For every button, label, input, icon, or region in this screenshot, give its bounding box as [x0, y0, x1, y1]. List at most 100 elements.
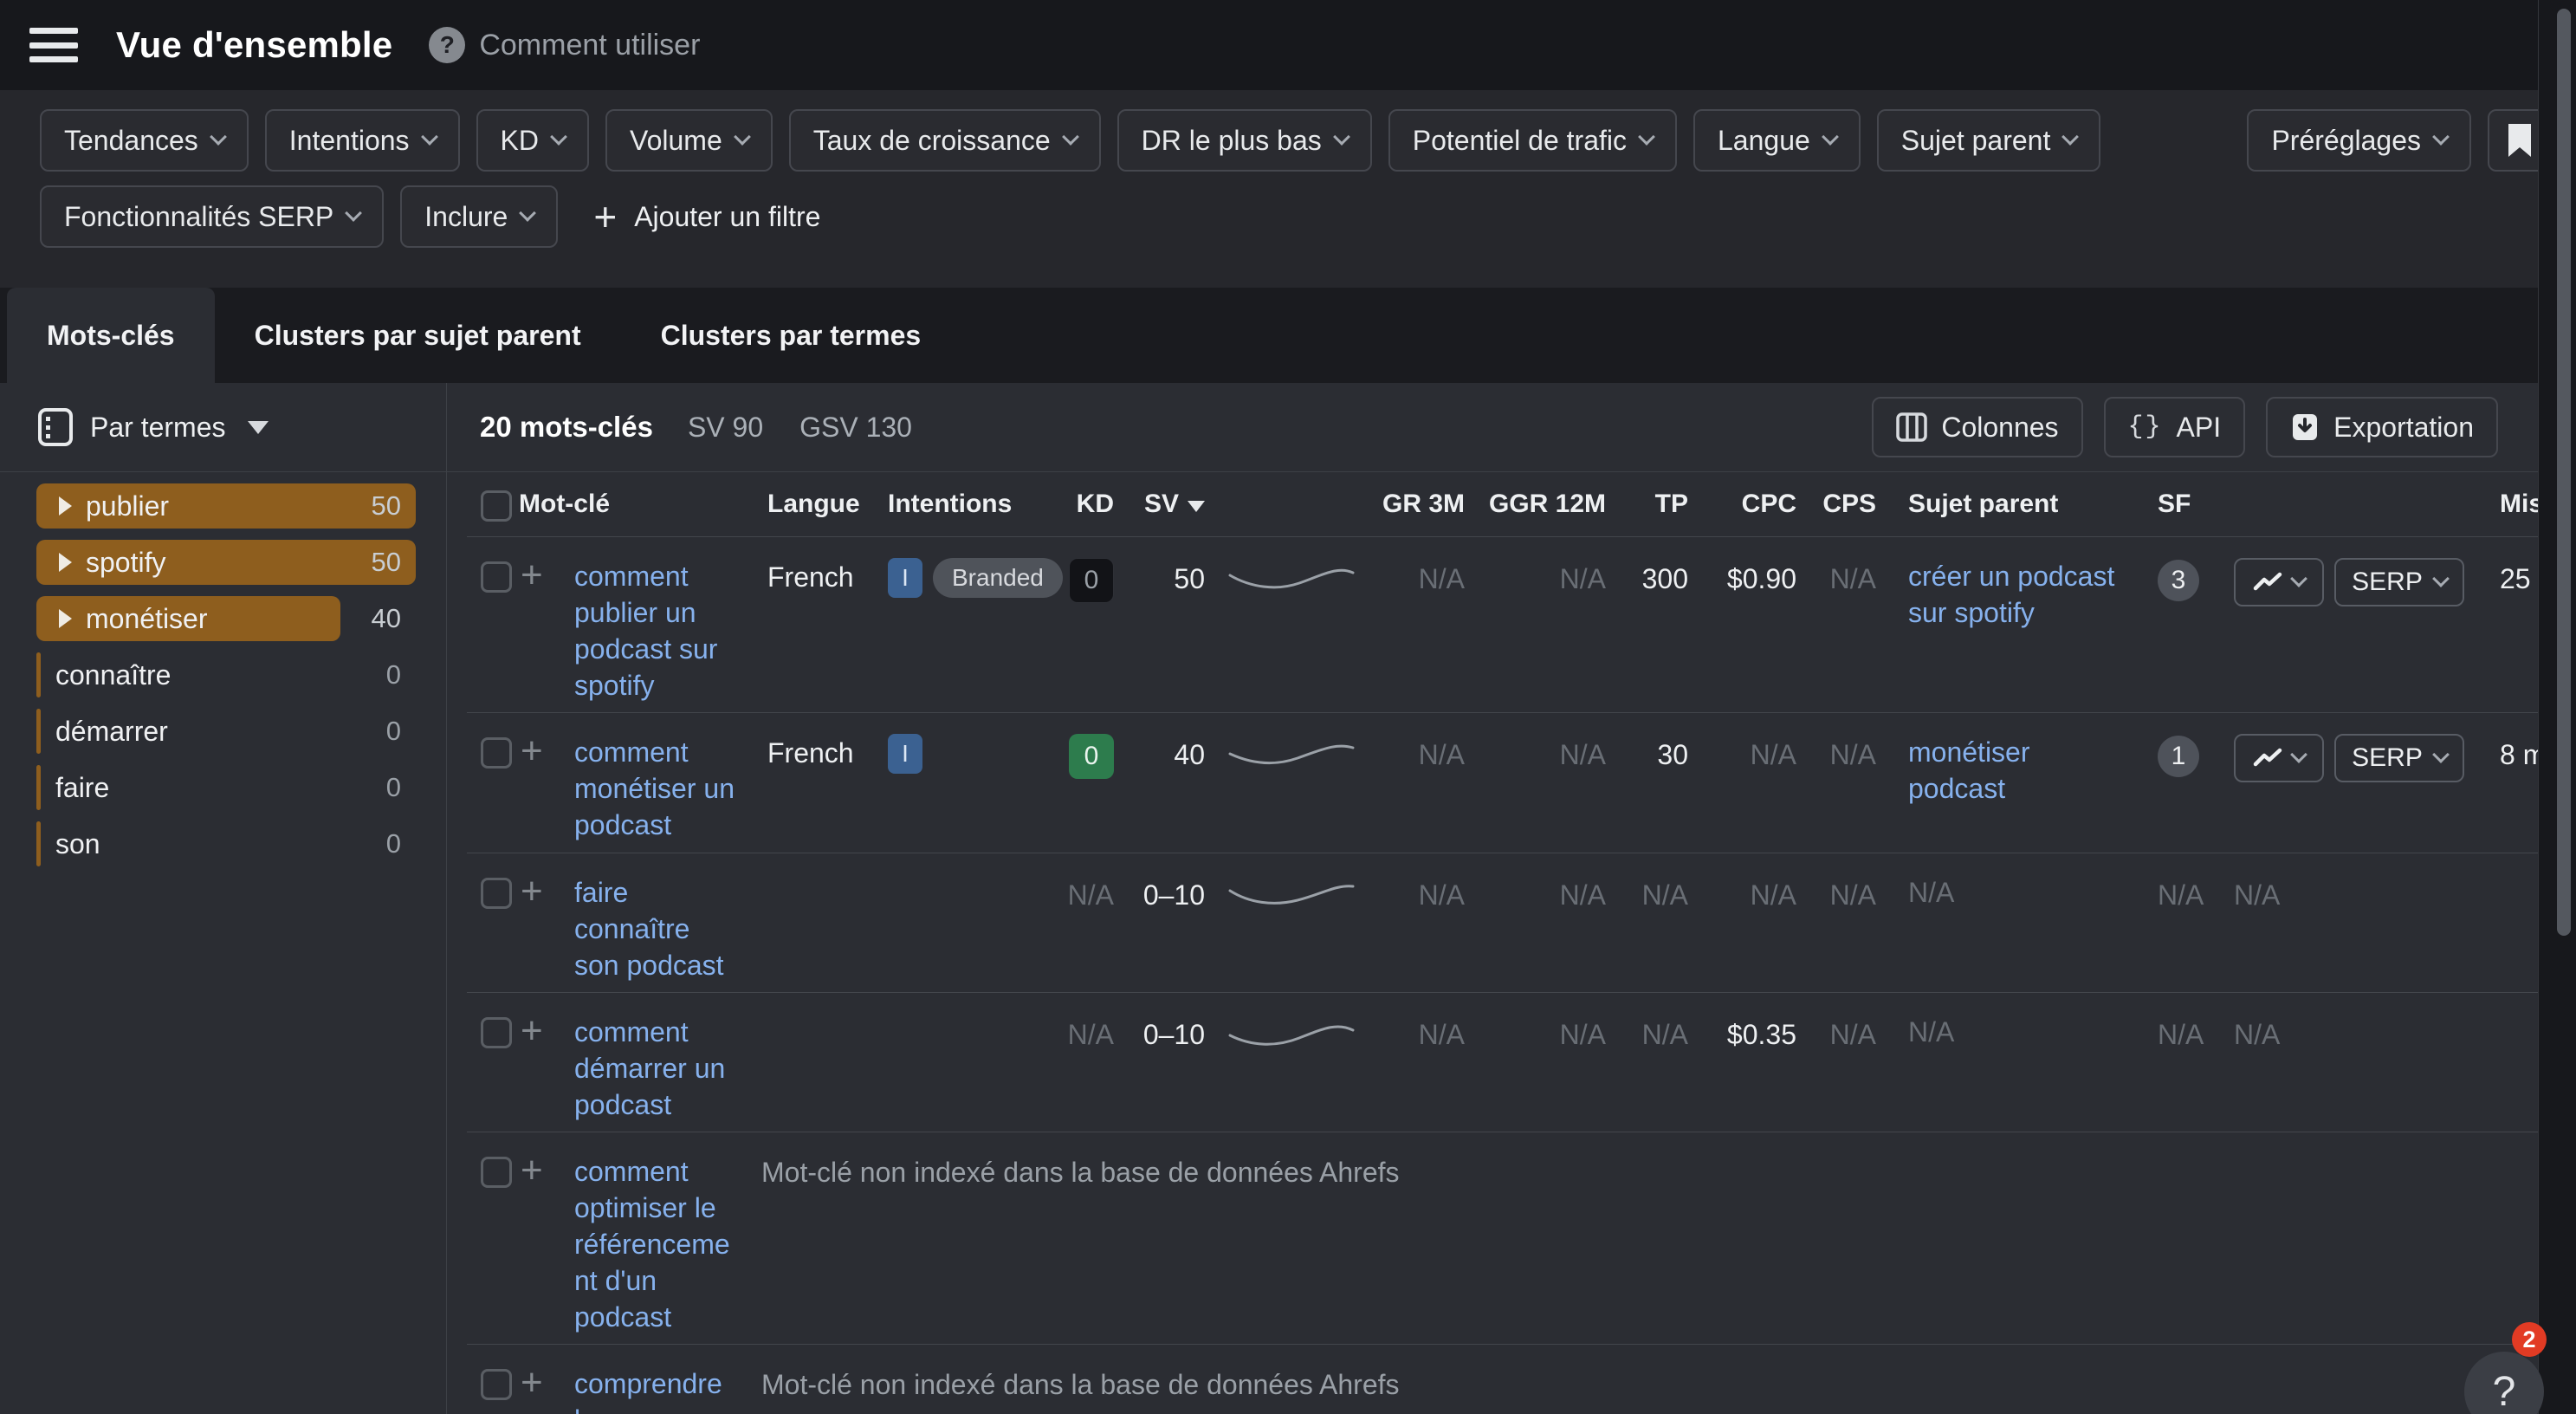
filter-dr-plus-bas[interactable]: DR le plus bas [1116, 109, 1372, 172]
bookmark-icon [2508, 124, 2531, 157]
parent-topic-link[interactable]: créer un podcast sur spotify [1908, 561, 2115, 628]
term-item-spotify[interactable]: spotify 50 [0, 537, 446, 587]
col-gr3m[interactable]: GR 3M [1382, 490, 1465, 518]
tab-clusters-sujet-parent[interactable]: Clusters par sujet parent [254, 319, 581, 351]
gr3m-cell: N/A [1418, 879, 1465, 911]
select-all-checkbox[interactable] [481, 490, 512, 522]
row-checkbox[interactable] [481, 1157, 512, 1188]
filter-taux-croissance[interactable]: Taux de croissance [788, 109, 1101, 172]
terms-sidebar: Par termes publier 50 spotify 50 monétis… [0, 383, 447, 1414]
expand-arrow-icon [59, 609, 72, 628]
presets-button[interactable]: Préréglages [2247, 109, 2471, 172]
export-button[interactable]: Exportation [2266, 397, 2498, 457]
term-list: publier 50 spotify 50 monétiser 40 conna… [0, 472, 446, 869]
api-button[interactable]: {} API [2103, 397, 2246, 457]
add-to-list-icon[interactable]: + [521, 1361, 543, 1404]
results-toolbar: 20 mots-clés SV 90 GSV 130 Colonnes {} A… [447, 383, 2576, 472]
columns-button[interactable]: Colonnes [1872, 397, 2083, 457]
add-filter-button[interactable]: + Ajouter un filtre [593, 197, 820, 237]
filter-potentiel-trafic[interactable]: Potentiel de trafic [1388, 109, 1677, 172]
term-item-demarrer[interactable]: démarrer 0 [0, 706, 446, 756]
sv-total: SV 90 [687, 411, 764, 443]
row-checkbox[interactable] [481, 1369, 512, 1400]
serp-button[interactable]: SERP [2334, 558, 2464, 606]
term-bar [36, 765, 41, 810]
col-langue[interactable]: Langue [767, 490, 860, 518]
gr3m-cell: N/A [1418, 739, 1465, 770]
row-checkbox[interactable] [481, 737, 512, 769]
filter-row-1: Tendances Intentions KD Volume Taux de c… [40, 109, 2552, 172]
chevron-down-icon [209, 128, 227, 146]
term-item-connaitre[interactable]: connaître 0 [0, 650, 446, 700]
tab-mots-cles[interactable]: Mots-clés [7, 288, 215, 383]
gsv-total: GSV 130 [799, 411, 912, 443]
add-to-list-icon[interactable]: + [521, 870, 543, 912]
keyword-link[interactable]: comment optimiser le référencement d'un … [574, 1156, 730, 1333]
row-checkbox[interactable] [481, 561, 512, 593]
filter-intentions[interactable]: Intentions [264, 109, 460, 172]
col-sv[interactable]: SV [1121, 483, 1212, 525]
chevron-down-icon [1638, 128, 1655, 146]
sf-badge[interactable]: 1 [2158, 736, 2199, 777]
help-fab-button[interactable]: ? [2464, 1352, 2544, 1414]
term-bar [36, 483, 416, 529]
col-intentions[interactable]: Intentions [888, 490, 1013, 518]
col-sf[interactable]: SF [2158, 490, 2191, 518]
add-to-list-icon[interactable]: + [521, 554, 543, 596]
sf-badge[interactable]: 3 [2158, 560, 2199, 601]
table-row: + comment optimiser le référencement d'u… [467, 1132, 2576, 1345]
expand-arrow-icon [59, 553, 72, 572]
table-row: + faire connaître son podcast N/A 0–10 N… [467, 853, 2576, 993]
position-history-button[interactable] [2234, 734, 2324, 782]
scrollbar-thumb[interactable] [2557, 9, 2571, 936]
chevron-down-icon [519, 204, 537, 222]
keyword-link[interactable]: faire connaître son podcast [574, 877, 724, 981]
cpc-cell: N/A [1750, 739, 1796, 770]
filter-langue[interactable]: Langue [1693, 109, 1861, 172]
keyword-link[interactable]: comprendre les statistiques [574, 1368, 722, 1414]
export-icon [2293, 414, 2318, 440]
keyword-link[interactable]: comment publier un podcast sur spotify [574, 561, 718, 701]
how-to-use-link[interactable]: ? Comment utiliser [429, 27, 700, 63]
col-kd[interactable]: KD [1076, 490, 1114, 518]
keyword-link[interactable]: comment démarrer un podcast [574, 1016, 726, 1120]
filter-kd[interactable]: KD [476, 109, 589, 172]
content: Par termes publier 50 spotify 50 monétis… [0, 383, 2576, 1414]
term-item-monetiser[interactable]: monétiser 40 [0, 593, 446, 644]
tab-clusters-termes[interactable]: Clusters par termes [660, 319, 922, 351]
col-cpc[interactable]: CPC [1741, 490, 1796, 518]
filter-serp-features[interactable]: Fonctionnalités SERP [40, 185, 385, 248]
add-to-list-icon[interactable]: + [521, 1009, 543, 1052]
filter-tendances[interactable]: Tendances [40, 109, 249, 172]
group-by-dropdown[interactable]: Par termes [0, 383, 446, 472]
col-ggr12m[interactable]: GGR 12M [1488, 490, 1606, 518]
add-to-list-icon[interactable]: + [521, 730, 543, 772]
app-header: Vue d'ensemble ? Comment utiliser [0, 0, 2576, 90]
col-tp[interactable]: TP [1654, 490, 1688, 518]
col-sujet-parent[interactable]: Sujet parent [1908, 490, 2059, 518]
term-bar [36, 709, 41, 754]
keyword-link[interactable]: comment monétiser un podcast [574, 736, 735, 840]
term-bar [36, 652, 41, 697]
serp-button[interactable]: SERP [2334, 734, 2464, 782]
chevron-down-icon [2061, 128, 2080, 146]
filter-sujet-parent[interactable]: Sujet parent [1876, 109, 2101, 172]
add-to-list-icon[interactable]: + [521, 1149, 543, 1191]
position-history-button[interactable] [2234, 558, 2324, 606]
intent-badge: I [888, 558, 922, 598]
keywords-table: Mot-clé Langue Intentions KD SV GR 3M GG… [447, 472, 2576, 1414]
term-item-faire[interactable]: faire 0 [0, 762, 446, 813]
term-item-publier[interactable]: publier 50 [0, 481, 446, 531]
filter-volume[interactable]: Volume [605, 109, 773, 172]
col-cps[interactable]: CPS [1822, 490, 1876, 518]
cpc-cell: $0.35 [1726, 1019, 1796, 1050]
col-keyword[interactable]: Mot-clé [519, 490, 610, 518]
term-item-son[interactable]: son 0 [0, 819, 446, 869]
row-checkbox[interactable] [481, 878, 512, 909]
filter-inclure[interactable]: Inclure [400, 185, 559, 248]
row-checkbox[interactable] [481, 1017, 512, 1048]
branded-badge: Branded [933, 558, 1063, 598]
menu-icon[interactable] [29, 28, 78, 62]
parent-topic-link[interactable]: monétiser podcast [1908, 736, 2030, 804]
position-history-cell: N/A [2234, 1019, 2281, 1050]
